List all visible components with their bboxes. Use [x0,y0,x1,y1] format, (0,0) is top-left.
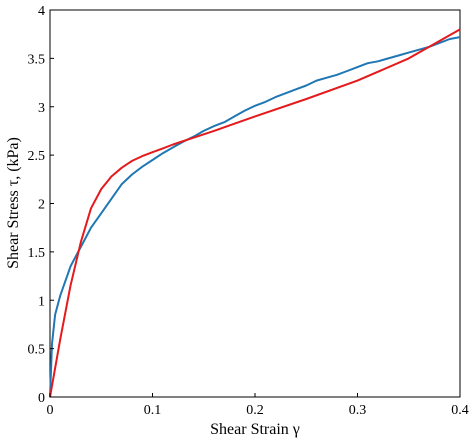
series-layer [49,28,461,398]
x-tick-label: 0.2 [246,403,264,418]
plot-area-frame [49,9,461,398]
x-tick-label: 0.1 [144,403,162,418]
y-tick-label: 1 [38,294,45,309]
x-axis-label: Shear Strain γ [210,421,300,438]
x-tick-label: 0 [47,403,54,418]
y-tick-label: 4 [38,4,45,19]
y-tick-label: 3 [38,101,45,116]
y-tick-label: 0.5 [28,343,46,358]
series-line-1 [49,36,461,398]
y-tick-label: 2.5 [28,149,46,164]
y-tick-label: 2 [38,198,45,213]
x-tick-label: 0.3 [349,403,367,418]
series-line-2 [49,28,461,398]
y-axis-label: Shear Stress τ, (kPa) [5,137,22,269]
y-tick-label: 3.5 [28,52,46,67]
x-tick-label: 0.4 [451,403,469,418]
tick-layer: 0 0.1 0.2 0.3 0.4 0 0.5 1 1.5 2 2.5 3 3.5 4 [28,4,469,418]
y-tick-label: 0 [38,391,45,406]
y-tick-label: 1.5 [28,246,46,261]
